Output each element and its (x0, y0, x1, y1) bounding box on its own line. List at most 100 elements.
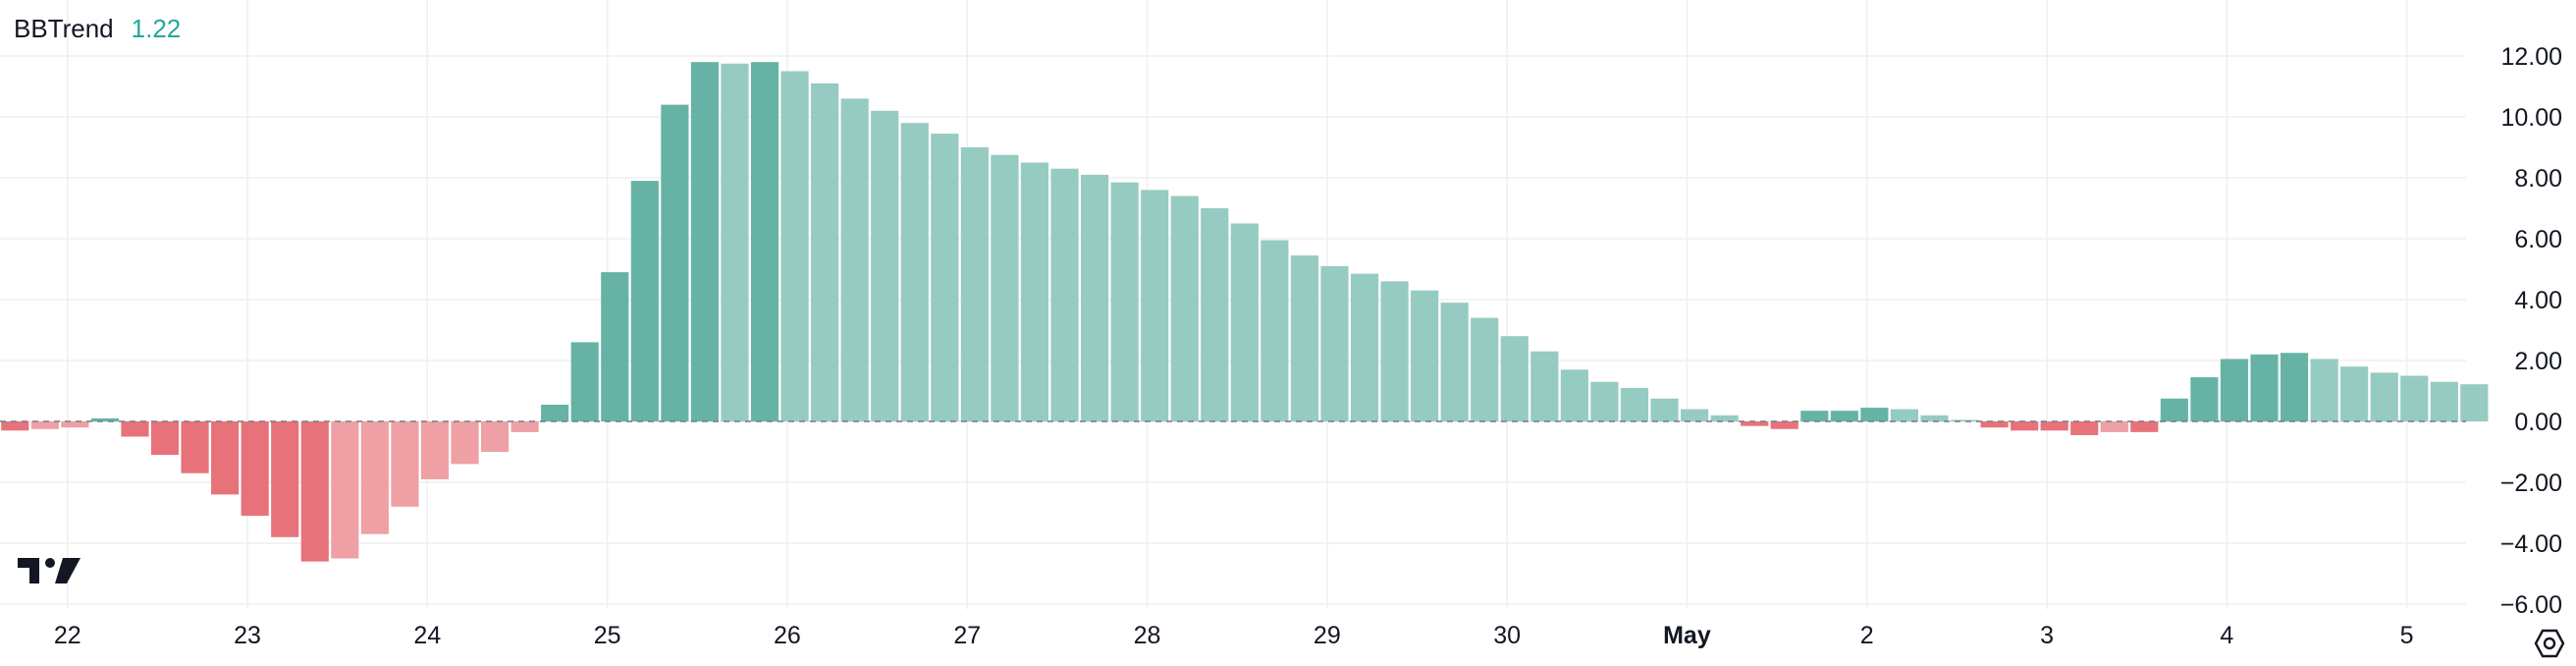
histogram-bar (211, 421, 240, 495)
histogram-bar (1050, 168, 1079, 421)
y-tick-label: 2.00 (2514, 348, 2562, 375)
settings-icon[interactable] (2533, 627, 2566, 660)
histogram-bar (750, 62, 779, 421)
histogram-bar (871, 110, 899, 422)
x-tick-label: 30 (1493, 622, 1521, 649)
histogram-bar (1620, 387, 1649, 421)
histogram-bar (1860, 408, 1889, 421)
histogram-bar (1920, 415, 1949, 421)
x-tick-label: 26 (774, 622, 801, 649)
histogram-bar (991, 154, 1019, 421)
y-tick-label: 8.00 (2514, 165, 2562, 193)
histogram-bar (391, 421, 419, 507)
histogram-bar (150, 421, 180, 456)
histogram-bar (241, 421, 269, 517)
y-tick-label: −6.00 (2500, 591, 2562, 619)
x-tick-label: May (1663, 622, 1711, 649)
histogram-bar (2040, 421, 2068, 431)
histogram-bar (1380, 281, 1409, 421)
x-tick-label: 24 (413, 622, 441, 649)
histogram-bar (481, 421, 510, 452)
histogram-bar (360, 421, 389, 534)
histogram-bar (1890, 409, 1918, 421)
histogram-bar (2460, 384, 2489, 421)
histogram-bar (1471, 317, 1499, 421)
histogram-bar (451, 421, 479, 465)
x-tick-label: 4 (2220, 622, 2233, 649)
histogram-bar (1411, 290, 1439, 421)
histogram-bar (61, 421, 89, 428)
histogram-bar (1020, 162, 1049, 421)
y-tick-label: −2.00 (2500, 470, 2562, 497)
histogram-bar (960, 147, 989, 421)
histogram-bar (1590, 381, 1619, 421)
y-tick-label: 0.00 (2514, 409, 2562, 436)
x-tick-label: 2 (1860, 622, 1874, 649)
histogram-bar (2281, 353, 2309, 421)
histogram-bar (1350, 273, 1379, 421)
histogram-bar (2190, 377, 2219, 421)
histogram-bar (2340, 366, 2369, 421)
histogram-bar (90, 417, 119, 421)
histogram-bar (1201, 208, 1229, 421)
histogram-bar (900, 123, 929, 421)
histogram-bar (420, 421, 450, 479)
histogram-bar (271, 421, 299, 537)
histogram-bar (300, 421, 329, 562)
tradingview-logo[interactable] (18, 550, 80, 589)
histogram-bar (2370, 372, 2398, 421)
y-tick-label: 10.00 (2500, 104, 2562, 132)
x-tick-label: 29 (1314, 622, 1341, 649)
histogram-bar (2250, 354, 2279, 421)
y-tick-label: 4.00 (2514, 287, 2562, 314)
histogram-bar (1, 421, 29, 431)
histogram-bar (1710, 415, 1739, 421)
histogram-bar (1081, 174, 1109, 421)
histogram-bar (780, 71, 809, 421)
histogram-bar (1530, 351, 1559, 421)
histogram-bar (1770, 421, 1798, 429)
y-axis: 12.00 10.00 8.00 6.00 4.00 2.00 0.00 −2.00 −4.00… (2500, 43, 2562, 619)
indicator-value: 1.22 (131, 14, 182, 43)
histogram-bar (811, 83, 839, 422)
histogram-bar (2220, 359, 2249, 421)
x-tick-label: 3 (2040, 622, 2054, 649)
histogram-bar (1800, 411, 1829, 421)
histogram-bar (1170, 195, 1199, 421)
y-tick-label: −4.00 (2500, 530, 2562, 558)
histogram-bar (2310, 359, 2338, 421)
histogram-bar (1320, 265, 1349, 421)
histogram-bar (1681, 409, 1709, 421)
x-tick-label: 23 (234, 622, 261, 649)
histogram-bar (840, 98, 869, 422)
histogram-bar (2160, 398, 2188, 421)
histogram-bar (1290, 255, 1318, 421)
histogram-bar (1560, 369, 1588, 421)
histogram-bar (721, 63, 749, 421)
x-axis: 22 23 24 25 26 27 28 29 30 May 2 3 4 5 (54, 622, 2414, 649)
histogram-bar (510, 421, 539, 432)
x-tick-label: 28 (1134, 622, 1161, 649)
histogram-bar (570, 342, 599, 421)
histogram-bar (2430, 381, 2458, 421)
histogram-bar (121, 421, 149, 437)
histogram-bar (1261, 240, 1289, 421)
histogram-bar (1980, 421, 2009, 428)
histogram-bar (2400, 375, 2429, 421)
histogram-bar (1230, 223, 1259, 421)
histogram-bar (2100, 421, 2128, 432)
histogram-bars (1, 62, 2489, 562)
x-tick-label: 5 (2400, 622, 2414, 649)
histogram-bar (661, 104, 689, 421)
histogram-bar (1141, 190, 1169, 421)
histogram-bar (1950, 419, 1979, 421)
histogram-bar (2130, 421, 2159, 432)
histogram-bar (1110, 182, 1139, 421)
histogram-bar (541, 404, 569, 421)
histogram-bar (2070, 421, 2099, 435)
x-tick-label: 27 (953, 622, 981, 649)
indicator-legend[interactable]: BBTrend 1.22 (14, 14, 181, 44)
histogram-bar (181, 421, 209, 473)
histogram-bar (630, 181, 659, 421)
